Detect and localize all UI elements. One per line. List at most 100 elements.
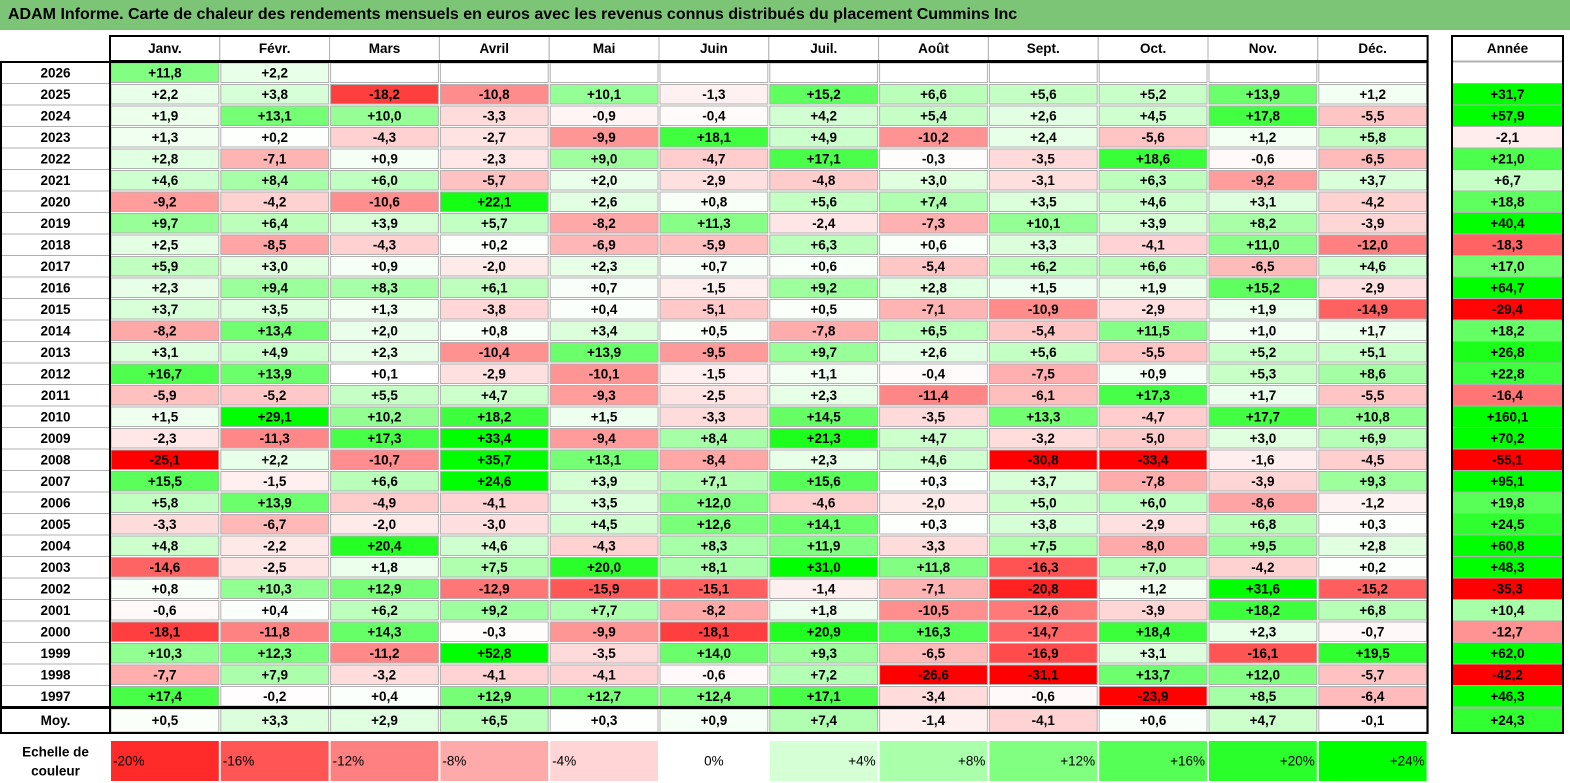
- cell-value: +11,8: [917, 560, 951, 575]
- average-border: [0, 707, 1429, 734]
- cell-value: -1,5: [702, 280, 726, 295]
- cell-value: +11,8: [148, 65, 182, 80]
- heatmap-cell: [988, 105, 1098, 126]
- year-total-value: -55,1: [1492, 452, 1523, 467]
- row-label: 2007: [40, 474, 70, 489]
- heatmap-cell: [1098, 105, 1208, 126]
- year-total-value: +46,3: [1490, 689, 1525, 704]
- heatmap-cell: [549, 621, 659, 642]
- cell-value: +2,6: [591, 194, 618, 209]
- cell-value: -6,7: [263, 517, 286, 532]
- cell-value: -16,3: [1028, 560, 1059, 575]
- cell-value: -0,4: [702, 108, 726, 123]
- cell-value: -0,4: [922, 366, 946, 381]
- heatmap-cell: [220, 578, 330, 599]
- heatmap-cell: [439, 84, 549, 105]
- heatmap-cell: [220, 363, 330, 384]
- cell-value: -4,9: [373, 495, 396, 510]
- cell-value: +31,6: [1246, 581, 1281, 596]
- heatmap-cell: [988, 84, 1098, 105]
- heatmap-cell: [769, 621, 879, 642]
- heatmap-cell: [988, 363, 1098, 384]
- year-total-value: +26,8: [1490, 345, 1525, 360]
- heatmap-cell: [439, 557, 549, 578]
- heatmap-cell: [439, 213, 549, 234]
- cell-value: +3,1: [1140, 646, 1167, 661]
- cell-value: -5,5: [1141, 345, 1165, 360]
- year-total-value: +18,8: [1490, 194, 1525, 209]
- cell-value: +8,4: [701, 431, 728, 446]
- heatmap-cell: [659, 621, 769, 642]
- cell-value: +13,1: [587, 452, 622, 467]
- cell-value: -5,6: [1141, 130, 1165, 145]
- cell-value: +10,8: [1356, 409, 1391, 424]
- cell-value: -5,5: [1361, 108, 1385, 123]
- cell-value: -5,1: [702, 302, 726, 317]
- cell-value: +1,5: [152, 409, 179, 424]
- heatmap-cell: [439, 299, 549, 320]
- year-total-value: +60,8: [1490, 538, 1525, 553]
- heatmap-cell: [1098, 664, 1208, 685]
- cell-value: -10,2: [918, 130, 949, 145]
- month-header: Mars: [369, 41, 401, 56]
- scale-swatch: [660, 741, 768, 781]
- heatmap-cell: [1098, 471, 1208, 492]
- heatmap-cell: [330, 600, 439, 621]
- heatmap-cell: [439, 191, 549, 212]
- cell-value: -0,6: [1251, 151, 1275, 166]
- cell-value: -33,4: [1138, 452, 1169, 467]
- cell-value: +4,8: [152, 538, 179, 553]
- cell-value: +0,3: [920, 474, 947, 489]
- heatmap-cell: [1098, 643, 1208, 664]
- row-label: 2000: [40, 624, 70, 639]
- cell-value: -4,7: [1141, 409, 1164, 424]
- cell-value: +17,1: [807, 689, 842, 704]
- heatmap-cell: [220, 406, 330, 427]
- year-total-value: +48,3: [1490, 560, 1525, 575]
- cell-value: +0,2: [481, 237, 508, 252]
- month-header: Avril: [480, 41, 510, 56]
- heatmap-cell: [330, 385, 439, 406]
- cell-value: -12,6: [1028, 603, 1059, 618]
- month-header: Juin: [700, 41, 728, 56]
- cell-value: +5,7: [481, 216, 508, 231]
- heatmap-cell: [769, 406, 879, 427]
- cell-value: -4,3: [373, 130, 397, 145]
- cell-value: +5,5: [371, 388, 398, 403]
- cell-value: -2,0: [483, 259, 506, 274]
- heatmap-cell: [988, 62, 1098, 83]
- cell-value: +6,5: [920, 323, 947, 338]
- cell-value: -4,1: [483, 495, 507, 510]
- heatmap-cell: [1098, 148, 1208, 169]
- heatmap-cell: [879, 449, 988, 470]
- cell-value: +5,0: [1030, 495, 1057, 510]
- month-header: Mai: [593, 41, 616, 56]
- heatmap-cell: [549, 600, 659, 621]
- heatmap-cell: [659, 299, 769, 320]
- average-label-cell: [0, 707, 111, 734]
- cell-value: +14,1: [807, 517, 842, 532]
- cell-value: -7,8: [1141, 474, 1165, 489]
- cell-value: +2,8: [1359, 538, 1386, 553]
- heatmap-cell: [549, 62, 659, 83]
- row-label: 2002: [40, 581, 70, 596]
- cell-value: +2,5: [152, 237, 179, 252]
- heatmap-cell: [659, 170, 769, 191]
- cell-value: +4,6: [152, 173, 179, 188]
- cell-value: -2,3: [153, 431, 177, 446]
- heatmap-cell: [879, 213, 988, 234]
- year-total-value: -18,3: [1492, 237, 1523, 252]
- heatmap-cell: [659, 449, 769, 470]
- cell-value: -4,7: [702, 151, 725, 166]
- heatmap-cell: [1208, 449, 1318, 470]
- cell-value: -7,1: [263, 151, 287, 166]
- cell-value: +0,5: [701, 323, 728, 338]
- cell-value: -16,1: [1248, 646, 1279, 661]
- heatmap-cell: [659, 84, 769, 105]
- cell-value: +4,6: [1359, 259, 1386, 274]
- cell-value: -8,2: [592, 216, 615, 231]
- row-label: 2014: [40, 323, 71, 338]
- cell-value: +1,2: [1250, 130, 1277, 145]
- heatmap-cell: [1208, 664, 1318, 685]
- scale-swatch: [1099, 741, 1207, 781]
